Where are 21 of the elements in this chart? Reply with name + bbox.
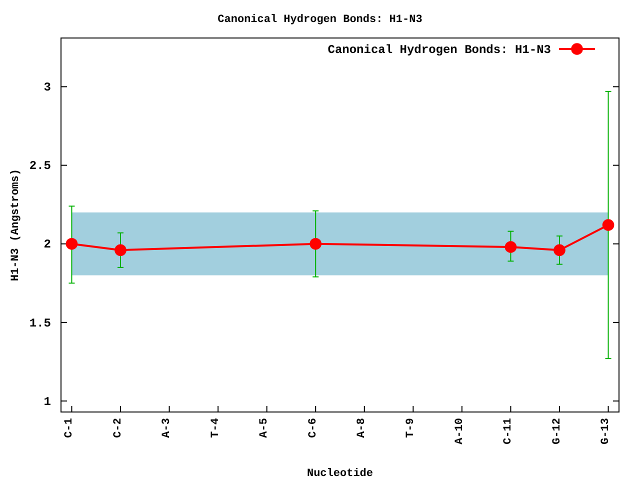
- x-tick-label: G-12: [551, 418, 564, 444]
- x-axis-title: Nucleotide: [306, 468, 374, 480]
- x-tick-label: A-8: [356, 418, 368, 438]
- y-axis-title: H1-N3 (Angstroms): [10, 168, 22, 282]
- x-tick-label: C-1: [64, 418, 76, 438]
- x-tick-label: A-10: [454, 418, 466, 444]
- x-tick-label: A-3: [161, 418, 174, 438]
- y-tick-label: 2.5: [29, 159, 51, 174]
- x-tick-label: T-9: [405, 418, 418, 438]
- chart-title: Canonical Hydrogen Bonds: H1-N3: [218, 14, 423, 26]
- y-tick-label: 3: [44, 80, 51, 95]
- x-tick-label: T-4: [210, 418, 222, 438]
- x-tick-label: G-13: [600, 418, 612, 444]
- legend-label: Canonical Hydrogen Bonds: H1-N3: [328, 43, 551, 58]
- x-tick-label: C-2: [112, 418, 124, 438]
- x-tick-label: A-5: [258, 418, 271, 438]
- x-tick-label: C-11: [502, 418, 515, 444]
- y-tick-label: 1.5: [29, 316, 51, 330]
- x-tick-label: C-6: [307, 418, 320, 438]
- y-tick-label: 2: [44, 238, 51, 252]
- y-tick-label: 1: [44, 394, 51, 409]
